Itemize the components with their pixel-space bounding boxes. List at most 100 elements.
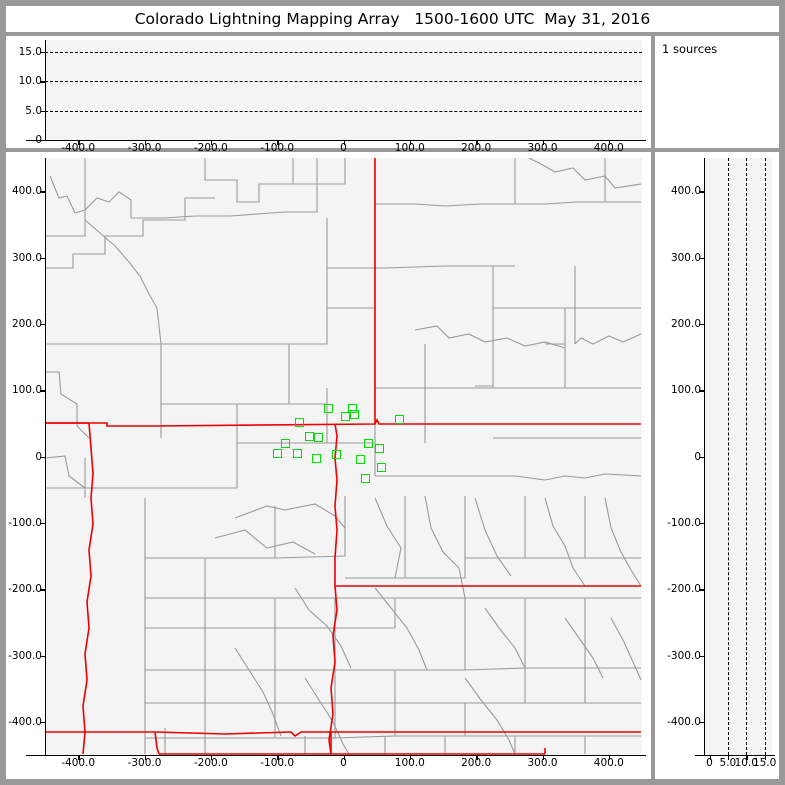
height-count-x-tick-label: 10.0: [734, 757, 758, 769]
time-height-x-tick-mark: [542, 140, 544, 145]
map-y-tick-label: -300.0: [8, 649, 42, 662]
height-count-y-axis-line: [704, 158, 706, 755]
height-count-y-tick-label: 200.0: [670, 317, 701, 330]
map-x-tick-label: -100.0: [260, 757, 295, 769]
time-height-y-tick-mark: [40, 51, 45, 54]
time-height-plot-area[interactable]: [45, 40, 642, 140]
time-height-x-tick-mark: [476, 140, 478, 145]
height-count-y-tick-mark: [699, 191, 704, 193]
time-height-x-tick-label: -400.0: [61, 142, 96, 154]
map-y-tick-label: 100.0: [11, 384, 42, 397]
height-count-y-tick-mark: [699, 589, 704, 591]
lightning-source-marker: [311, 453, 321, 463]
time-height-x-tick-label: -200.0: [193, 142, 228, 154]
map-x-tick-mark: [542, 755, 544, 760]
time-height-x-axis-line: [26, 140, 646, 142]
map-x-tick-label: 0: [340, 757, 347, 769]
height-count-x-tick-label: 0: [706, 757, 713, 769]
map-x-tick-label: 100.0: [394, 757, 425, 769]
time-height-gridline: [45, 110, 642, 112]
lightning-source-marker: [360, 473, 370, 483]
plan-view-map-panel[interactable]: 400.0 300.0 200.0 100.0 0 -100.0 -200.0 -300.0 -…: [6, 152, 651, 779]
time-height-gridline: [45, 81, 642, 83]
map-y-tick-label: 0: [35, 450, 42, 463]
height-count-y-tick-mark: [699, 456, 704, 458]
map-y-axis-line: [45, 158, 47, 755]
height-count-y-tick-mark: [699, 323, 704, 326]
height-count-x-tick-label: 15.0: [752, 757, 777, 769]
lightning-source-marker: [281, 438, 291, 448]
map-y-tick-label: -400.0: [8, 715, 42, 728]
height-count-plot-area[interactable]: [704, 158, 772, 755]
time-height-y-tick-mark: [40, 140, 45, 142]
time-height-x-tick-mark: [210, 140, 213, 145]
height-count-y-tick-label: 300.0: [670, 251, 701, 264]
time-height-x-tick-mark: [409, 140, 412, 145]
map-x-tick-mark: [78, 755, 80, 760]
height-count-y-tick-mark: [699, 522, 704, 525]
time-height-y-tick-label: 0: [35, 134, 42, 146]
height-count-y-tick-label: -400.0: [667, 715, 701, 728]
map-y-tick-label: 400.0: [11, 185, 42, 198]
map-y-tick-mark: [40, 456, 45, 458]
time-height-x-tick-label: 0: [340, 142, 347, 154]
time-height-x-tick-mark: [343, 140, 345, 145]
map-y-tick-label: -200.0: [8, 583, 42, 596]
time-height-y-tick-mark: [40, 110, 45, 112]
time-height-x-tick-label: -300.0: [127, 142, 162, 154]
lightning-source-marker: [272, 448, 282, 458]
time-height-x-tick-mark: [78, 140, 80, 145]
lightning-source-marker: [304, 432, 314, 442]
map-x-tick-mark: [608, 755, 611, 760]
map-y-tick-label: 200.0: [11, 317, 42, 330]
map-y-tick-mark: [40, 655, 45, 657]
map-geography-layer: [45, 158, 642, 755]
height-count-y-tick-label: -200.0: [667, 583, 701, 596]
time-height-y-tick-label: 10.0: [18, 75, 42, 88]
map-x-tick-mark: [409, 755, 412, 760]
map-x-tick-label: 400.0: [593, 757, 624, 769]
height-count-y-tick-mark: [699, 655, 704, 657]
height-count-gridline: [746, 158, 748, 755]
time-height-x-tick-mark: [277, 140, 279, 145]
title-bar: Colorado Lightning Mapping Array 1500-16…: [6, 6, 779, 32]
height-count-y-tick-label: 100.0: [670, 384, 701, 397]
height-count-gridline: [727, 158, 729, 755]
height-count-x-tick-mark: [746, 755, 748, 760]
height-count-y-tick-label: 0: [694, 450, 701, 463]
map-x-tick-label: 200.0: [461, 757, 492, 769]
height-count-panel[interactable]: 400.0 300.0 200.0 100.0 0 -100.0 -200.0 -300.0 -…: [655, 152, 779, 779]
lightning-source-marker: [332, 450, 342, 459]
lightning-source-marker: [355, 454, 365, 464]
map-y-tick-mark: [40, 589, 45, 591]
time-height-x-tick-label: 100.0: [394, 142, 425, 154]
time-height-y-tick-label: 5.0: [25, 104, 42, 117]
height-count-y-tick-label: -300.0: [667, 649, 701, 662]
height-count-y-tick-label: 400.0: [670, 185, 701, 198]
map-x-tick-label: 300.0: [527, 757, 558, 769]
time-height-x-tick-mark: [608, 140, 611, 145]
height-count-gridline: [764, 158, 766, 755]
height-count-x-tick-mark: [764, 755, 767, 760]
time-height-gridline: [45, 51, 642, 53]
height-count-x-tick-mark: [709, 755, 711, 760]
lightning-source-marker: [340, 412, 350, 422]
sources-count-label: 1 sources: [662, 42, 718, 56]
lightning-source-marker: [323, 404, 333, 414]
lightning-source-marker: [395, 414, 405, 424]
plan-view-plot-area[interactable]: [45, 158, 642, 755]
map-x-tick-mark: [277, 755, 279, 760]
map-x-tick-mark: [210, 755, 213, 760]
lightning-source-marker: [376, 462, 386, 472]
lightning-source-marker: [293, 449, 303, 459]
height-count-y-tick-label: -100.0: [667, 516, 701, 529]
time-height-x-tick-label: 300.0: [527, 142, 558, 154]
height-count-x-tick-label: 5.0: [719, 757, 737, 769]
time-height-y-tick-mark: [40, 81, 45, 83]
lightning-source-marker: [364, 438, 374, 448]
map-x-axis-line: [26, 755, 646, 757]
time-height-panel[interactable]: 0 5.0 10.0 15.0 -400.0 -300.0 -200.0 -100.0 0 100…: [6, 36, 651, 154]
map-x-tick-mark: [476, 755, 478, 760]
state-boundary-layer: [45, 158, 641, 755]
height-count-x-axis-line: [695, 755, 775, 757]
